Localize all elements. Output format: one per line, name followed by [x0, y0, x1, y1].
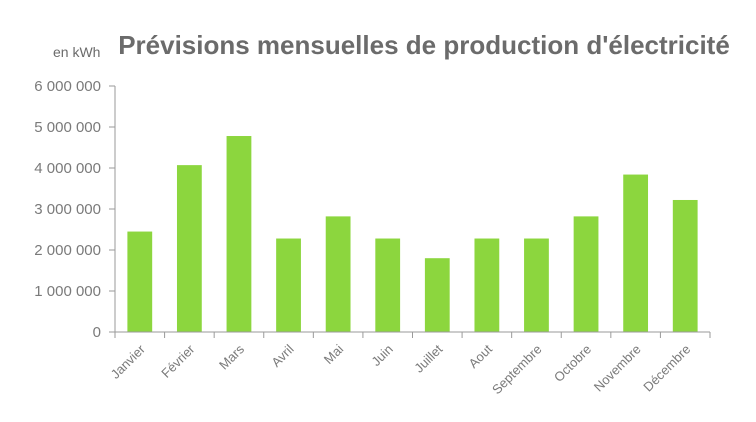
x-tick-label: Mai [321, 341, 346, 366]
x-tick-label: Juillet [411, 341, 445, 375]
x-tick-label: Octobre [551, 342, 594, 385]
bar-aout [474, 238, 500, 332]
bar-mars [226, 136, 252, 332]
chart-title: Prévisions mensuelles de production d'él… [118, 30, 730, 60]
y-tick-label: 5 000 000 [34, 119, 101, 136]
x-tick-label: Décembre [640, 342, 693, 395]
x-tick-label: Novembre [591, 342, 644, 395]
x-tick-label: Juin [368, 342, 395, 369]
x-tick-label: Avril [268, 341, 296, 369]
y-tick-label: 1 000 000 [34, 283, 101, 300]
bars [127, 136, 698, 332]
bar-juin [375, 238, 401, 332]
bar-juillet [424, 258, 450, 332]
bar-décembre [672, 199, 698, 332]
y-tick-label: 4 000 000 [34, 160, 101, 177]
y-unit-label: en kWh [53, 44, 100, 60]
y-tick-label: 0 [93, 324, 101, 341]
bar-octobre [573, 216, 599, 332]
bar-mai [325, 216, 351, 332]
bar-avril [276, 238, 301, 332]
y-tick-label: 6 000 000 [34, 78, 101, 95]
bar-septembre [524, 238, 549, 332]
y-axis: 0 1 000 000 2 000 000 3 000 000 4 000 000 5 0… [34, 78, 116, 341]
x-tick-label: Mars [216, 341, 247, 372]
y-tick-label: 3 000 000 [34, 201, 101, 218]
bar-février [176, 165, 202, 332]
bar-janvier [127, 231, 153, 332]
y-tick-label: 2 000 000 [34, 242, 101, 259]
x-tick-label: Aout [465, 341, 495, 371]
x-axis: Janvier Février Mars Avril Mai Juin Juillet Aou… [108, 331, 711, 398]
x-tick-label: Janvier [108, 341, 149, 382]
x-tick-label: Février [158, 341, 198, 381]
x-tick-label: Septembre [489, 342, 545, 398]
bar-novembre [623, 174, 649, 332]
